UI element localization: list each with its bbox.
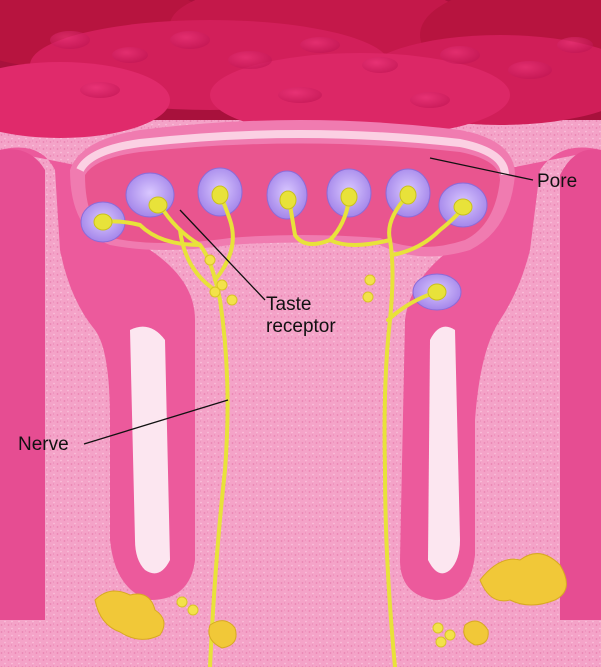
fat-deposits bbox=[94, 553, 567, 649]
taste-receptor-leader bbox=[179, 209, 266, 301]
secretion-dots bbox=[176, 254, 456, 648]
pore-label: Pore bbox=[537, 171, 578, 192]
right-groove bbox=[428, 326, 460, 574]
pore-surface bbox=[76, 130, 509, 176]
nerve-leader bbox=[83, 399, 229, 445]
right-edge-ridge bbox=[560, 149, 601, 621]
left-groove bbox=[130, 326, 170, 574]
nerve-fibers bbox=[101, 193, 465, 667]
blob-texture bbox=[50, 31, 593, 108]
receptor-cells bbox=[80, 167, 488, 311]
nerve-label: Nerve bbox=[18, 434, 69, 455]
taste-receptor-label-line1: Taste bbox=[266, 294, 312, 315]
left-edge-ridge bbox=[0, 149, 45, 620]
taste-receptor-label-line2: receptor bbox=[266, 316, 336, 337]
nerve-endings bbox=[93, 185, 473, 301]
taste-receptor-label: Taste receptor bbox=[266, 294, 336, 338]
leader-lines bbox=[83, 157, 534, 445]
pore-leader bbox=[429, 157, 534, 181]
